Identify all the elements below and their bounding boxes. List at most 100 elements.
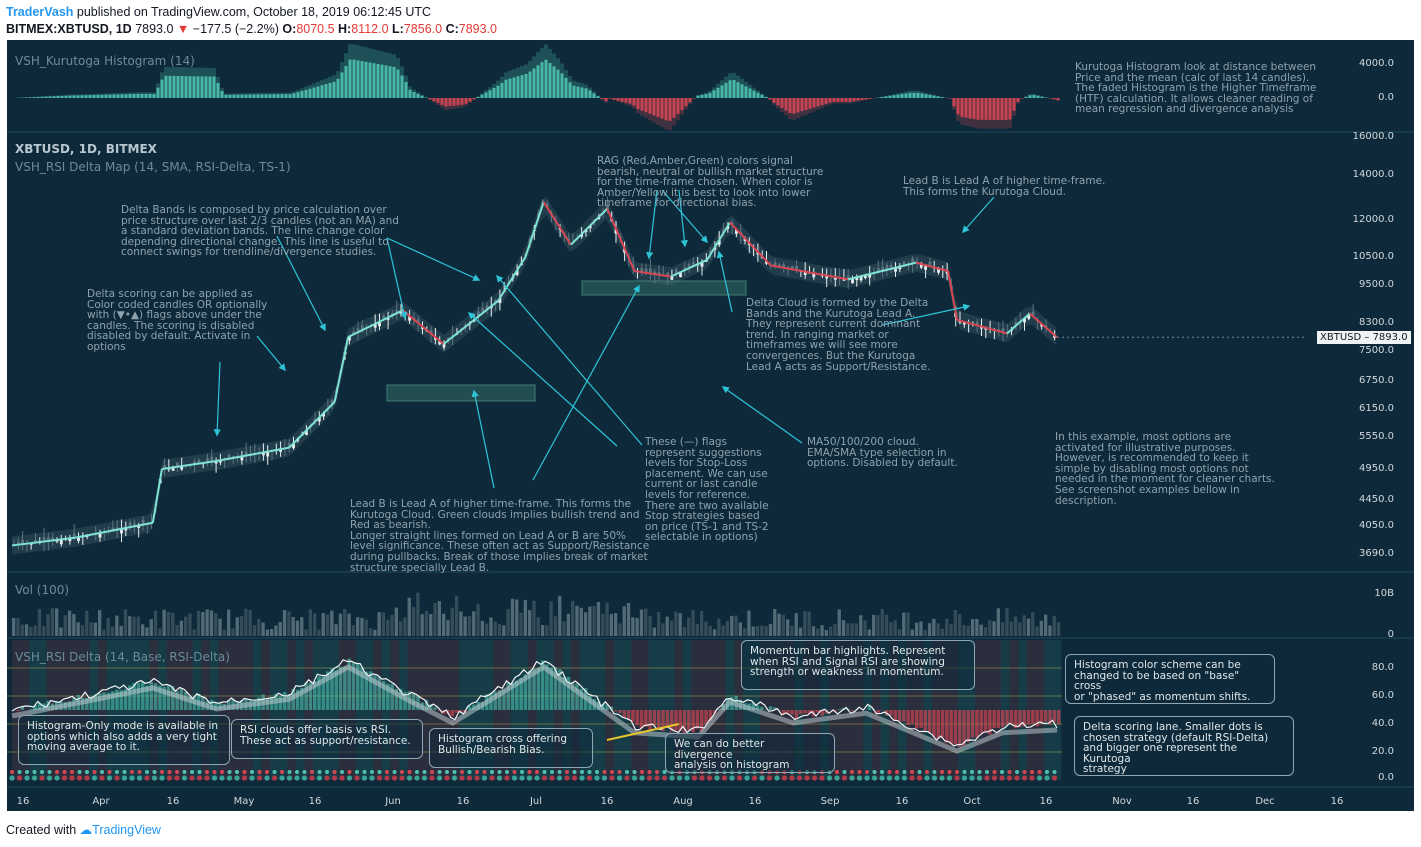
volume-bar bbox=[605, 602, 609, 636]
rsi-histogram-bar bbox=[682, 710, 687, 733]
histogram-bar bbox=[880, 97, 884, 98]
histogram-bar bbox=[544, 59, 548, 98]
volume-bar bbox=[863, 620, 867, 636]
kurutoga-score-dot bbox=[1036, 775, 1043, 781]
candle-body bbox=[902, 261, 906, 266]
volume-bar bbox=[596, 601, 601, 636]
kurutoga-title[interactable]: VSH_Kurutoga Histogram (14) bbox=[15, 54, 195, 68]
kurutoga-score-dot bbox=[789, 775, 795, 781]
price-chart bbox=[11, 196, 1307, 555]
delta-score-dot bbox=[985, 770, 989, 774]
rsi-histogram-bar bbox=[566, 676, 571, 710]
price-tick-label: 3690.0 bbox=[1359, 548, 1394, 559]
rsi-histogram-bar bbox=[141, 682, 145, 710]
rsi-histogram-bar bbox=[704, 710, 708, 725]
delta-score-dot bbox=[107, 770, 112, 774]
histogram-bar bbox=[984, 98, 988, 120]
histogram-bar bbox=[828, 98, 832, 103]
rsi-delta-map-title[interactable]: VSH_RSI Delta Map (14, SMA, RSI-Delta, T… bbox=[15, 160, 291, 174]
delta-score-dot bbox=[887, 770, 892, 774]
histogram-bar bbox=[456, 98, 460, 106]
main-symbol-title[interactable]: XBTUSD, 1D, BITMEX bbox=[15, 142, 157, 156]
volume-bar bbox=[700, 610, 704, 636]
histogram-bar bbox=[516, 76, 520, 98]
volume-bar bbox=[16, 618, 20, 636]
histogram-bar bbox=[148, 93, 152, 98]
histogram-bar bbox=[224, 94, 228, 98]
rsi-histogram-bar bbox=[20, 706, 25, 710]
kurutoga-score-dot bbox=[309, 775, 315, 781]
volume-bar bbox=[394, 607, 398, 636]
candle-body bbox=[649, 268, 652, 274]
delta-band-line bbox=[524, 201, 545, 258]
delta-score-dot bbox=[310, 770, 314, 774]
delta-score-dot bbox=[130, 770, 134, 774]
tradingview-brand[interactable]: TradingView bbox=[92, 823, 161, 837]
chart-area[interactable]: VSH_Kurutoga Histogram (14) XBTUSD, 1D, … bbox=[7, 40, 1414, 811]
candle-body bbox=[679, 272, 682, 278]
rsi-histogram-bar bbox=[102, 692, 106, 710]
volume-bar bbox=[291, 616, 295, 636]
histogram-bar bbox=[376, 63, 380, 98]
histogram-bar bbox=[960, 98, 964, 117]
candle-body bbox=[77, 537, 80, 541]
histogram-bar bbox=[604, 98, 608, 102]
volume-bar bbox=[558, 595, 562, 636]
volume-bar bbox=[489, 617, 493, 636]
volume-bar bbox=[442, 613, 446, 636]
rsi-histogram-bar bbox=[364, 671, 369, 710]
rsi-histogram-bar bbox=[781, 710, 786, 715]
price-tick-label: 6150.0 bbox=[1359, 403, 1394, 414]
kurutoga-score-dot bbox=[331, 775, 338, 781]
volume-bar bbox=[575, 605, 579, 636]
momentum-bar bbox=[966, 640, 976, 780]
volume-title[interactable]: Vol (100) bbox=[15, 583, 70, 597]
rsi-histogram-bar bbox=[317, 676, 321, 710]
kurutoga-score-dot bbox=[819, 775, 825, 781]
delta-score-dot bbox=[430, 770, 434, 774]
rsi-histogram-bar bbox=[657, 710, 661, 729]
volume-bar bbox=[528, 610, 532, 636]
volume-bar bbox=[110, 626, 115, 636]
volume-bar bbox=[519, 612, 523, 636]
volume-bar bbox=[356, 617, 360, 636]
rsi-histogram-bar bbox=[773, 707, 777, 710]
kurutoga-score-dot bbox=[766, 775, 773, 781]
momentum-bar bbox=[622, 640, 632, 780]
annotation-arrow bbox=[386, 237, 481, 281]
volume-bar bbox=[622, 606, 626, 636]
volume-bar bbox=[343, 608, 347, 636]
candle-body bbox=[124, 527, 128, 531]
histogram-bar bbox=[268, 94, 272, 98]
histogram-bar bbox=[652, 98, 656, 116]
price-tick-label: 4950.0 bbox=[1359, 463, 1394, 474]
histogram-bar bbox=[1028, 95, 1032, 98]
chart-canvas[interactable] bbox=[7, 40, 1414, 811]
volume-bar bbox=[902, 612, 906, 636]
annotation-arrow bbox=[471, 389, 495, 489]
delta-score-dot bbox=[340, 770, 344, 774]
histogram-bar bbox=[124, 94, 128, 98]
author-link[interactable]: TraderVash bbox=[6, 5, 74, 19]
tradingview-logo-icon[interactable]: ☁ bbox=[79, 823, 93, 837]
kurutoga-score-dot bbox=[354, 775, 360, 781]
rsi-histogram-bar bbox=[897, 710, 902, 722]
volume-bar bbox=[648, 615, 652, 636]
histogram-bar bbox=[28, 97, 32, 98]
rsi-histogram-bar bbox=[902, 710, 906, 722]
kurutoga-tick-label: 4000.0 bbox=[1359, 58, 1394, 69]
histogram-bar bbox=[272, 94, 276, 98]
rsi-delta-title[interactable]: VSH_RSI Delta (14, Base, RSI-Delta) bbox=[15, 650, 230, 664]
delta-score-dot bbox=[587, 770, 592, 774]
volume-bar bbox=[308, 609, 312, 636]
kurutoga-score-dot bbox=[1044, 775, 1050, 781]
volume-bar bbox=[540, 625, 545, 636]
volume-bar bbox=[158, 628, 162, 636]
delta-score-dot bbox=[415, 770, 419, 774]
volume-bar bbox=[347, 613, 351, 636]
histogram-bar bbox=[936, 96, 940, 98]
delta-score-dot bbox=[445, 770, 449, 774]
candle-body bbox=[911, 258, 915, 264]
kurutoga-score-dot bbox=[609, 775, 615, 781]
histogram-bar bbox=[320, 85, 324, 98]
